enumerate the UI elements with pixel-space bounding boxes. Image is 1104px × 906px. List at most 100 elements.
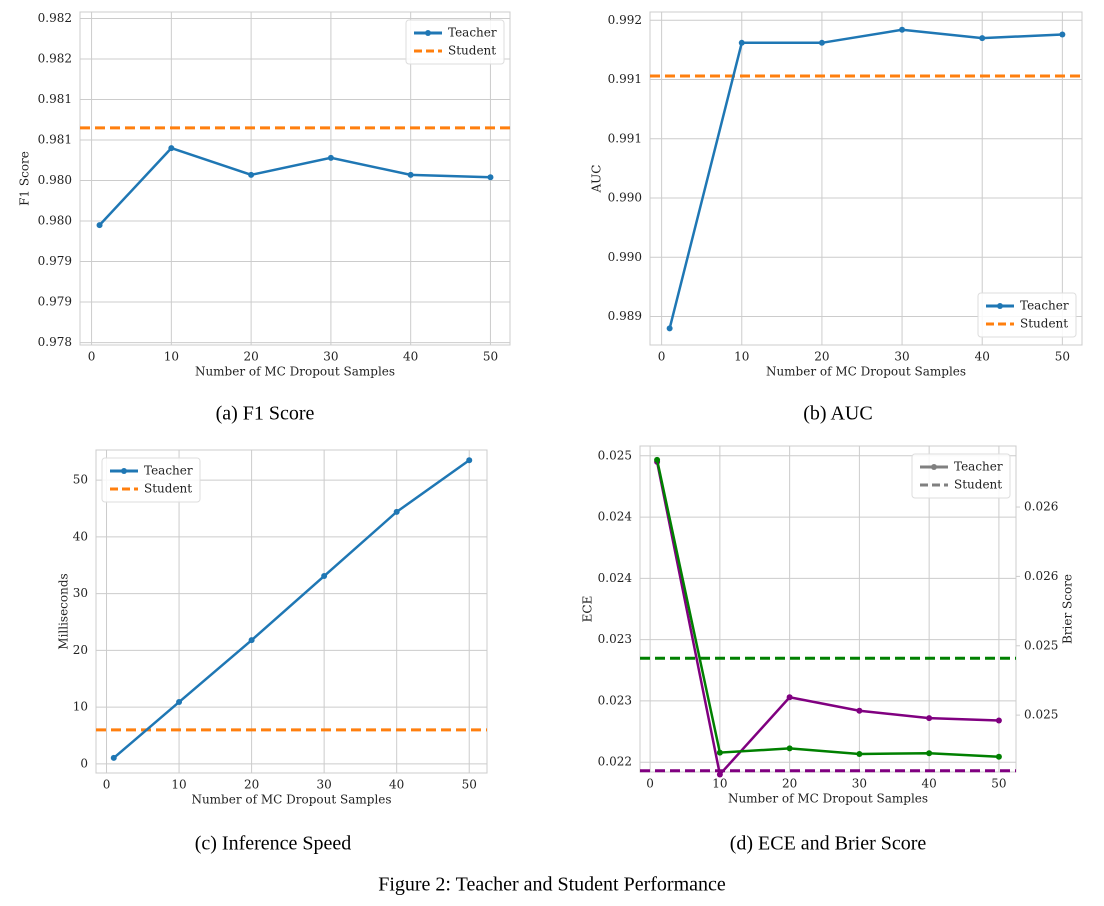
legend-marker xyxy=(425,30,431,36)
x-tick-label: 10 xyxy=(171,778,186,792)
x-tick-label: 0 xyxy=(103,778,111,792)
x-tick-label: 0 xyxy=(88,350,96,364)
x-tick-label: 10 xyxy=(734,350,749,364)
y-tick-label: 0.982 xyxy=(38,51,72,65)
legend-label: Teacher xyxy=(144,464,193,478)
y-tick-label: 0.992 xyxy=(608,13,642,27)
y2-tick-label: 0.025 xyxy=(1024,708,1058,722)
y-tick-label: 0.979 xyxy=(38,295,72,309)
y-tick-label: 0.989 xyxy=(608,309,642,323)
y-axis-label: ECE xyxy=(581,596,595,623)
x-tick-label: 10 xyxy=(164,350,179,364)
x-axis-label: Number of MC Dropout Samples xyxy=(728,792,928,806)
legend-box xyxy=(911,453,1011,499)
legend-box xyxy=(101,457,201,503)
legend-marker xyxy=(997,303,1003,309)
marker xyxy=(818,39,825,46)
x-tick-label: 20 xyxy=(814,350,829,364)
y-tick-label: 0.981 xyxy=(38,133,72,147)
marker xyxy=(654,456,661,463)
marker xyxy=(995,753,1002,760)
legend-label: Teacher xyxy=(1020,299,1069,313)
series-line xyxy=(655,459,999,758)
y-tick-label: 0.990 xyxy=(608,250,642,264)
y-tick-label: 50 xyxy=(73,473,88,487)
legend-label: Student xyxy=(954,478,1002,492)
y2-axis-label: Brier Score xyxy=(1061,574,1075,644)
y-tick-label: 0.980 xyxy=(38,214,72,228)
x-tick-label: 50 xyxy=(991,777,1006,791)
y2-tick-label: 0.025 xyxy=(1024,638,1058,652)
y-tick-label: 0.024 xyxy=(598,571,633,585)
marker xyxy=(487,174,494,181)
legend-box xyxy=(405,19,505,65)
legend-label: Teacher xyxy=(448,26,497,40)
x-tick-label: 30 xyxy=(317,778,332,792)
y-tick-label: 0.980 xyxy=(38,173,72,187)
marker xyxy=(393,508,400,515)
marker xyxy=(248,637,255,644)
y-tick-label: 0.023 xyxy=(598,632,632,646)
marker xyxy=(899,26,906,33)
y2-tick-label: 0.026 xyxy=(1024,569,1058,583)
marker xyxy=(407,171,414,178)
figure-caption: Figure 2: Teacher and Student Performanc… xyxy=(378,874,726,896)
legend: Teacher Student xyxy=(101,457,201,503)
plot-area xyxy=(649,11,1083,346)
x-tick-label: 50 xyxy=(462,778,477,792)
subcaption: (a) F1 Score xyxy=(216,403,315,425)
x-tick-label: 20 xyxy=(782,777,797,791)
legend: Teacher Student xyxy=(977,292,1077,338)
x-tick-label: 50 xyxy=(483,350,498,364)
marker xyxy=(321,573,328,580)
series-line xyxy=(668,28,1063,329)
marker xyxy=(327,154,334,161)
y-tick-label: 0.990 xyxy=(608,191,642,205)
marker xyxy=(176,699,183,706)
y-tick-label: 10 xyxy=(73,700,88,714)
subcaption: (b) AUC xyxy=(803,403,872,425)
x-tick-label: 40 xyxy=(403,350,418,364)
marker xyxy=(979,35,986,42)
x-tick-label: 20 xyxy=(244,778,259,792)
plot-area xyxy=(639,445,1017,773)
y-tick-label: 0.981 xyxy=(38,92,72,106)
x-tick-label: 10 xyxy=(712,777,727,791)
y-tick-label: 0.991 xyxy=(608,131,642,145)
plot-area xyxy=(95,449,488,774)
x-tick-label: 30 xyxy=(323,350,338,364)
legend-marker xyxy=(931,464,937,470)
x-axis-label: Number of MC Dropout Samples xyxy=(191,793,391,807)
legend: Teacher Student xyxy=(405,19,505,65)
marker xyxy=(995,717,1002,724)
legend-label: Student xyxy=(1020,317,1068,331)
series-line xyxy=(112,459,470,759)
plot-area xyxy=(79,11,511,346)
marker xyxy=(926,750,933,757)
marker xyxy=(738,39,745,46)
y-tick-label: 0.024 xyxy=(598,510,633,524)
x-tick-label: 40 xyxy=(389,778,404,792)
y-axis-label: Milliseconds xyxy=(57,573,71,649)
subcaption: (c) Inference Speed xyxy=(195,833,352,855)
series-line xyxy=(98,146,491,226)
x-tick-label: 30 xyxy=(852,777,867,791)
marker xyxy=(786,694,793,701)
y-tick-label: 0.023 xyxy=(598,693,632,707)
x-tick-label: 30 xyxy=(894,350,909,364)
y-axis-label: F1 Score xyxy=(18,151,32,206)
y-tick-label: 0.991 xyxy=(608,72,642,86)
legend-marker xyxy=(121,468,127,474)
y-tick-label: 0.025 xyxy=(598,448,632,462)
x-tick-label: 50 xyxy=(1055,350,1070,364)
x-tick-label: 20 xyxy=(243,350,258,364)
legend-box xyxy=(977,292,1077,338)
legend-label: Teacher xyxy=(954,460,1003,474)
marker xyxy=(716,771,723,778)
y-tick-label: 40 xyxy=(73,529,88,543)
x-tick-label: 40 xyxy=(975,350,990,364)
marker xyxy=(786,745,793,752)
legend-label: Student xyxy=(144,482,192,496)
marker xyxy=(666,325,673,332)
